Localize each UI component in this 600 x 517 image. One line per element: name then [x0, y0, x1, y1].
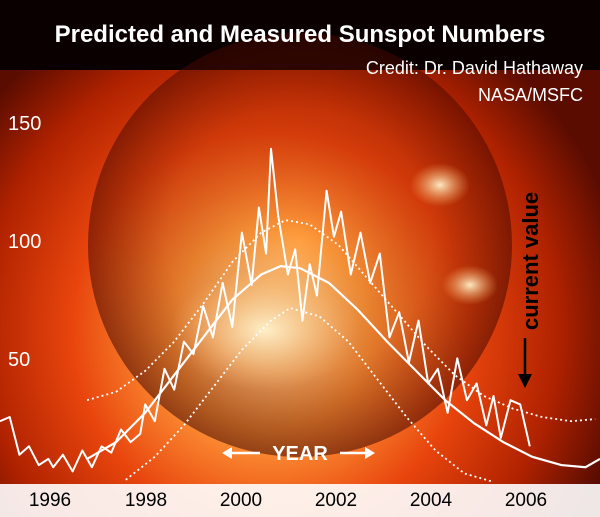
credit-line-1: Credit: Dr. David Hathaway	[366, 58, 583, 78]
x-tick-label-1998: 1998	[125, 490, 167, 511]
x-tick-label-2002: 2002	[315, 490, 357, 511]
series-predicted-line	[86, 264, 600, 469]
x-axis-strip	[0, 484, 600, 517]
current-value-annotation: current value	[518, 192, 543, 330]
sun-bright-region-2	[410, 163, 470, 207]
y-tick-label-150: 150	[8, 113, 41, 135]
left-arrow-icon	[222, 447, 232, 459]
year-axis-label-group: YEAR	[222, 443, 375, 465]
x-tick-label-2006: 2006	[505, 490, 547, 511]
right-arrow-icon	[365, 447, 375, 459]
series-measured-line	[0, 147, 531, 473]
chart-title: Predicted and Measured Sunspot Numbers	[55, 21, 546, 48]
x-tick-label-2004: 2004	[410, 490, 453, 511]
x-tick-label-2000: 2000	[220, 490, 262, 511]
series-upper-dotted-line	[86, 219, 596, 423]
y-tick-label-50: 50	[8, 349, 30, 371]
sun-bright-region-3	[442, 265, 498, 305]
sun-bright-region	[170, 270, 360, 390]
series-lower-dotted-line	[125, 307, 494, 483]
series-group	[0, 147, 600, 483]
credit-line-2: NASA/MSFC	[478, 85, 583, 105]
sun-disk	[88, 33, 512, 457]
y-tick-label-100: 100	[8, 231, 41, 253]
x-axis-title: YEAR	[272, 443, 328, 465]
x-tick-label-1996: 1996	[29, 490, 71, 511]
current-value-arrow-icon	[518, 374, 532, 388]
